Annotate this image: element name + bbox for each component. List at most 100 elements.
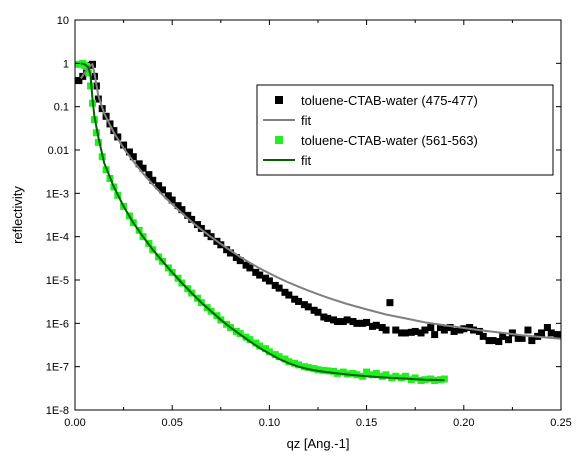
data-point [304, 303, 312, 311]
y-tick-label: 1E-5 [46, 275, 69, 287]
x-tick-label: 0.25 [550, 417, 571, 429]
x-tick-label: 0.00 [64, 417, 85, 429]
data-point [440, 326, 448, 334]
data-point [436, 324, 444, 332]
data-point [242, 333, 250, 341]
data-point [359, 319, 367, 327]
data-point [246, 264, 254, 272]
data-point [386, 299, 394, 307]
data-point [372, 369, 380, 377]
data-point [538, 329, 546, 337]
data-point [431, 331, 439, 339]
data-point [145, 171, 153, 179]
data-point [92, 129, 100, 137]
data-point [333, 318, 341, 326]
data-point [271, 351, 279, 359]
data-point [295, 361, 303, 369]
data-point [310, 306, 318, 314]
data-point [314, 366, 322, 374]
data-point [475, 327, 483, 335]
data-point [528, 337, 536, 345]
data-point [407, 328, 415, 336]
data-point [392, 326, 400, 334]
plot-frame [74, 19, 562, 411]
legend-entry-darkgreen-fit: fit [263, 153, 312, 168]
data-point [466, 324, 474, 332]
data-point [547, 329, 555, 337]
data-point [320, 366, 328, 374]
data-point [85, 69, 93, 77]
data-point [320, 313, 328, 321]
legend-entry-green-data: toluene-CTAB-water (561-563) [275, 133, 478, 148]
data-point [75, 60, 83, 68]
data-point [368, 322, 376, 330]
data-point [94, 138, 102, 146]
data-point [505, 336, 513, 344]
data-point [382, 326, 390, 334]
data-point [114, 133, 122, 141]
y-tick-label: 1E-7 [46, 362, 69, 374]
data-point [330, 367, 338, 375]
data-point [262, 345, 270, 353]
data-point [353, 319, 361, 327]
data-point [553, 331, 561, 339]
data-point [193, 221, 201, 229]
data-point [446, 324, 454, 332]
data-point [324, 367, 332, 375]
data-point [427, 324, 435, 332]
data-point [252, 268, 260, 276]
data-point [265, 277, 273, 285]
data-point [378, 372, 386, 380]
data-point [174, 202, 182, 210]
data-point [339, 368, 347, 376]
data-point [271, 281, 279, 289]
data-point [398, 329, 406, 337]
data-point [236, 257, 244, 265]
data-point [489, 337, 497, 345]
y-tick-label: 1E-3 [46, 188, 69, 200]
data-point [135, 160, 143, 168]
data-point [495, 338, 503, 346]
legend-box [256, 84, 554, 176]
legend-marker-green [275, 136, 283, 144]
data-point [164, 192, 172, 200]
data-point [349, 369, 357, 377]
data-point [188, 215, 196, 223]
data-point [401, 372, 409, 380]
data-point [120, 141, 128, 149]
data-point [508, 329, 516, 337]
data-point [125, 148, 133, 156]
data-point [227, 249, 235, 257]
data-point [252, 339, 260, 347]
data-point [485, 337, 493, 345]
data-point [300, 363, 308, 371]
data-point [232, 254, 240, 262]
y-tick-label: 1E-8 [46, 405, 69, 417]
data-point [392, 372, 400, 380]
legend-label-black-data: toluene-CTAB-water (475-477) [301, 93, 478, 108]
legend-label-darkgreen-fit: fit [301, 153, 312, 168]
data-point [411, 374, 419, 382]
data-point [158, 186, 166, 194]
y-tick-label: 1E-6 [46, 318, 69, 330]
data-point [246, 336, 254, 344]
data-point [310, 365, 318, 373]
data-point [440, 375, 448, 383]
data-point [223, 246, 231, 254]
data-point [368, 371, 376, 379]
fit-line-1 [79, 62, 562, 340]
data-point [256, 271, 264, 279]
data-point [242, 261, 250, 269]
data-point [372, 321, 380, 329]
data-point [349, 318, 357, 326]
data-point [417, 329, 425, 337]
legend: toluene-CTAB-water (475-477) fit toluene… [256, 84, 554, 176]
x-tick-label: 0.20 [453, 417, 474, 429]
data-point [256, 342, 264, 350]
data-point [324, 314, 332, 322]
data-point [139, 164, 147, 172]
data-point [178, 206, 186, 214]
legend-label-gray-fit: fit [301, 113, 312, 128]
axes-layer: 0.00 0.05 0.10 0.15 0.20 0.25 1E-8 1E-7 1E-6 1E-5… [46, 15, 572, 429]
data-point [281, 355, 289, 363]
